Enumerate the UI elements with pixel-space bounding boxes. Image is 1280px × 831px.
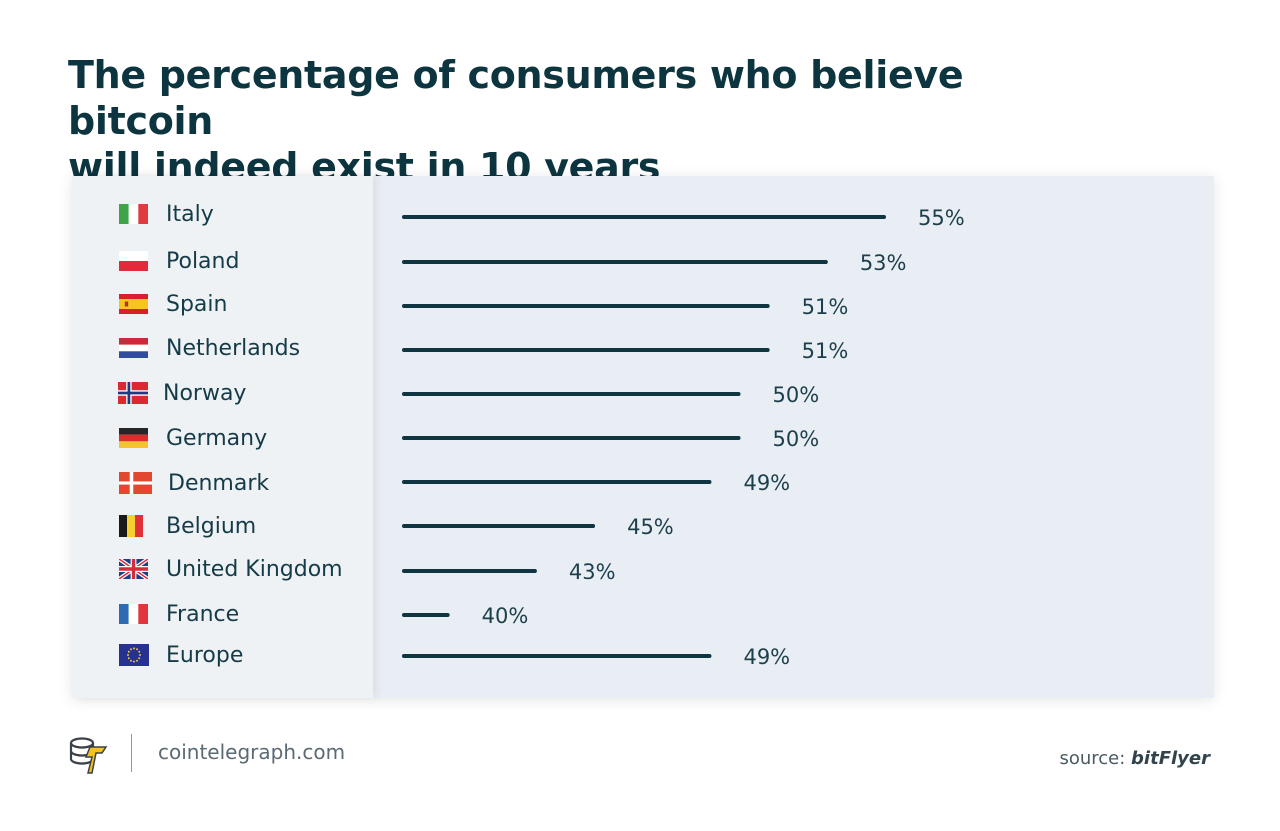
belgium-flag-icon (119, 515, 143, 537)
country-label: Belgium (166, 514, 257, 539)
country-column: Italy Poland Spain Netherlands (72, 176, 373, 698)
country-row-norway: Norway (72, 379, 373, 409)
france-flag-icon (119, 604, 148, 624)
country-label: Spain (166, 292, 228, 317)
value-label-belgium: 45% (627, 515, 674, 539)
germany-flag-icon (119, 428, 148, 448)
netherlands-flag-icon (119, 338, 148, 358)
country-row-germany: Germany (72, 424, 373, 454)
bar-chart: 55% 53% 51% 51% 50% 50% 49% 45% 43% 40% 49% (402, 206, 965, 669)
value-label-spain: 51% (802, 295, 849, 319)
value-label-europe: 49% (743, 645, 790, 669)
country-row-denmark: Denmark (72, 469, 373, 499)
value-label-france: 40% (482, 604, 529, 628)
source-prefix: source: (1059, 748, 1126, 769)
chart-panel: Italy Poland Spain Netherlands (72, 176, 1214, 698)
country-row-poland: Poland (72, 247, 373, 277)
footer-divider (131, 734, 132, 772)
footer-site-link[interactable]: cointelegraph.com (158, 740, 346, 764)
eu-flag-icon (119, 644, 149, 666)
country-row-united-kingdom: United Kingdom (72, 555, 373, 585)
country-row-europe: Europe (72, 641, 373, 671)
value-label-netherlands: 51% (802, 339, 849, 363)
value-label-germany: 50% (773, 427, 820, 451)
norway-flag-icon (118, 382, 148, 404)
country-row-france: France (72, 600, 373, 630)
country-label: Netherlands (166, 336, 301, 361)
value-label-italy: 55% (918, 206, 965, 230)
italy-flag-icon (119, 204, 148, 224)
value-label-poland: 53% (860, 251, 907, 275)
footer-source: source: bitFlyer (1059, 748, 1210, 769)
denmark-flag-icon (119, 472, 152, 494)
poland-flag-icon (119, 251, 148, 271)
spain-flag-icon (119, 294, 148, 314)
value-label-united-kingdom: 43% (569, 560, 616, 584)
united-kingdom-flag-icon (119, 559, 148, 579)
country-label: France (166, 602, 240, 627)
country-label: Germany (166, 426, 268, 451)
country-label: Norway (163, 381, 247, 406)
country-label: Poland (166, 249, 240, 274)
value-label-norway: 50% (773, 383, 820, 407)
cointelegraph-logo-icon (69, 737, 108, 774)
source-name: bitFlyer (1131, 748, 1210, 769)
country-label: Italy (166, 202, 214, 227)
country-label: United Kingdom (166, 557, 343, 582)
country-row-belgium: Belgium (72, 512, 373, 542)
chart-title-line-1: The percentage of consumers who believe … (68, 53, 964, 143)
country-row-italy: Italy (72, 200, 373, 230)
country-label: Europe (166, 643, 244, 668)
country-label: Denmark (168, 471, 270, 496)
value-label-denmark: 49% (743, 471, 790, 495)
chart-title: The percentage of consumers who believe … (68, 52, 1068, 190)
country-row-netherlands: Netherlands (72, 334, 373, 364)
country-row-spain: Spain (72, 290, 373, 320)
